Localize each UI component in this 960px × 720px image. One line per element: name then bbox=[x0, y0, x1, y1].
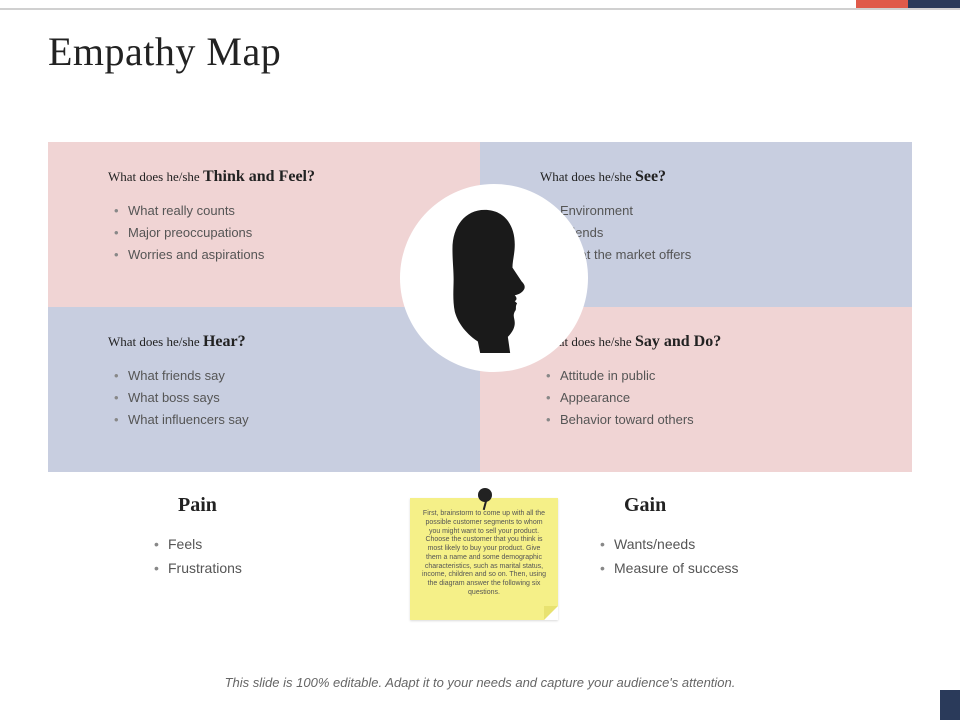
list-item: Appearance bbox=[560, 387, 876, 409]
list-item: Frustrations bbox=[168, 557, 438, 581]
lead-text: What does he/she bbox=[108, 334, 203, 349]
top-rule bbox=[0, 8, 960, 10]
pain-title: Pain bbox=[138, 494, 438, 517]
lead-text: What does he/she bbox=[540, 169, 635, 184]
list-item: What boss says bbox=[128, 387, 444, 409]
lead-text: What does he/she bbox=[108, 169, 203, 184]
quadrant-hear: What does he/she Hear? What friends say … bbox=[48, 307, 480, 472]
bullet-list: Attitude in public Appearance Behavior t… bbox=[540, 365, 876, 431]
corner-accent bbox=[940, 690, 960, 720]
footer-note: This slide is 100% editable. Adapt it to… bbox=[0, 675, 960, 690]
gain-block: Gain Wants/needs Measure of success bbox=[584, 494, 884, 581]
emph-text: Hear? bbox=[203, 333, 246, 350]
quadrant-heading: What does he/she Hear? bbox=[108, 333, 444, 351]
emph-text: Say and Do? bbox=[635, 333, 721, 350]
empathy-grid: What does he/she Think and Feel? What re… bbox=[48, 142, 912, 472]
list-item: Measure of success bbox=[614, 557, 884, 581]
quadrant-heading: What does he/she Say and Do? bbox=[540, 333, 876, 351]
quadrant-heading: What does he/she See? bbox=[540, 168, 876, 186]
sticky-text: First, brainstorm to come up with all th… bbox=[422, 510, 546, 596]
gain-title: Gain bbox=[584, 494, 884, 517]
list-item: Major preoccupations bbox=[128, 222, 444, 244]
quadrant-heading: What does he/she Think and Feel? bbox=[108, 168, 444, 186]
pain-block: Pain Feels Frustrations bbox=[138, 494, 438, 581]
list-item: Wants/needs bbox=[614, 533, 884, 557]
list-item: Attitude in public bbox=[560, 365, 876, 387]
emph-text: Think and Feel? bbox=[203, 168, 315, 185]
sticky-note: First, brainstorm to come up with all th… bbox=[410, 498, 558, 620]
list-item: Environment bbox=[560, 200, 876, 222]
bullet-list: Feels Frustrations bbox=[138, 533, 438, 581]
bullet-list: What really counts Major preoccupations … bbox=[108, 200, 444, 266]
page-title: Empathy Map bbox=[48, 28, 281, 75]
list-item: Worries and aspirations bbox=[128, 244, 444, 266]
bullet-list: Wants/needs Measure of success bbox=[584, 533, 884, 581]
center-circle bbox=[400, 184, 588, 372]
list-item: Friends bbox=[560, 222, 876, 244]
list-item: What friends say bbox=[128, 365, 444, 387]
pin-icon bbox=[478, 488, 492, 502]
bullet-list: What friends say What boss says What inf… bbox=[108, 365, 444, 431]
list-item: What the market offers bbox=[560, 244, 876, 266]
list-item: What influencers say bbox=[128, 409, 444, 431]
list-item: What really counts bbox=[128, 200, 444, 222]
list-item: Behavior toward others bbox=[560, 409, 876, 431]
bottom-row: Pain Feels Frustrations First, brainstor… bbox=[48, 486, 912, 656]
accent-red bbox=[856, 0, 908, 8]
head-silhouette-icon bbox=[434, 203, 554, 353]
emph-text: See? bbox=[635, 168, 666, 185]
bullet-list: Environment Friends What the market offe… bbox=[540, 200, 876, 266]
list-item: Feels bbox=[168, 533, 438, 557]
accent-navy bbox=[908, 0, 960, 8]
